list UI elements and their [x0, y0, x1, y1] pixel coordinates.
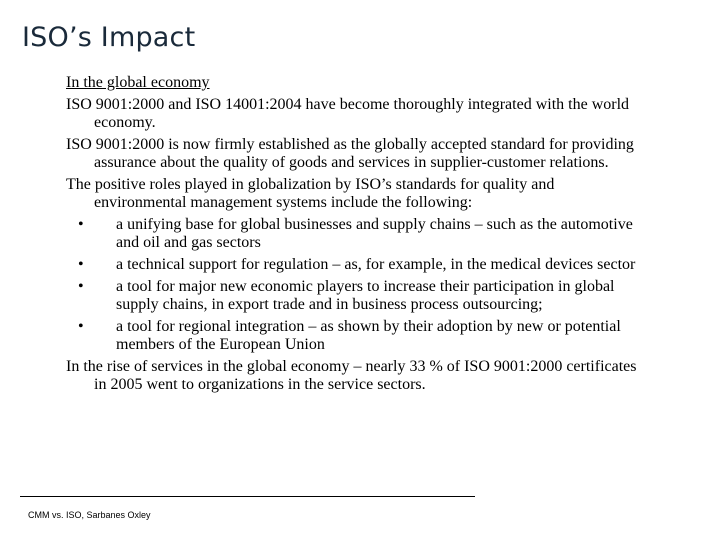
bullet-icon: •	[78, 216, 84, 233]
bullet-icon: •	[78, 318, 84, 335]
list-item-text: a unifying base for global businesses an…	[116, 216, 633, 251]
paragraph-standard: ISO 9001:2000 is now firmly established …	[66, 136, 634, 171]
list-item: • a technical support for regulation – a…	[66, 256, 646, 274]
roles-list: • a unifying base for global businesses …	[66, 216, 646, 354]
slide-body: In the global economy ISO 9001:2000 and …	[66, 74, 646, 398]
list-item: • a tool for major new economic players …	[66, 278, 646, 314]
paragraph-integration: ISO 9001:2000 and ISO 14001:2004 have be…	[66, 96, 630, 131]
paragraph-roles: The positive roles played in globalizati…	[66, 176, 555, 211]
bullet-icon: •	[78, 256, 84, 273]
list-item-text: a technical support for regulation – as,…	[116, 256, 636, 273]
footer-text: CMM vs. ISO, Sarbanes Oxley	[28, 510, 151, 520]
slide-title: ISO’s Impact	[22, 22, 196, 53]
list-item-text: a tool for regional integration – as sho…	[116, 318, 621, 353]
list-item: • a unifying base for global businesses …	[66, 216, 646, 252]
list-item-text: a tool for major new economic players to…	[116, 278, 615, 313]
paragraph-services: In the rise of services in the global ec…	[66, 358, 637, 393]
section-heading: In the global economy	[66, 74, 210, 91]
list-item: • a tool for regional integration – as s…	[66, 318, 646, 354]
bullet-icon: •	[78, 278, 84, 295]
footer-divider	[20, 496, 475, 497]
